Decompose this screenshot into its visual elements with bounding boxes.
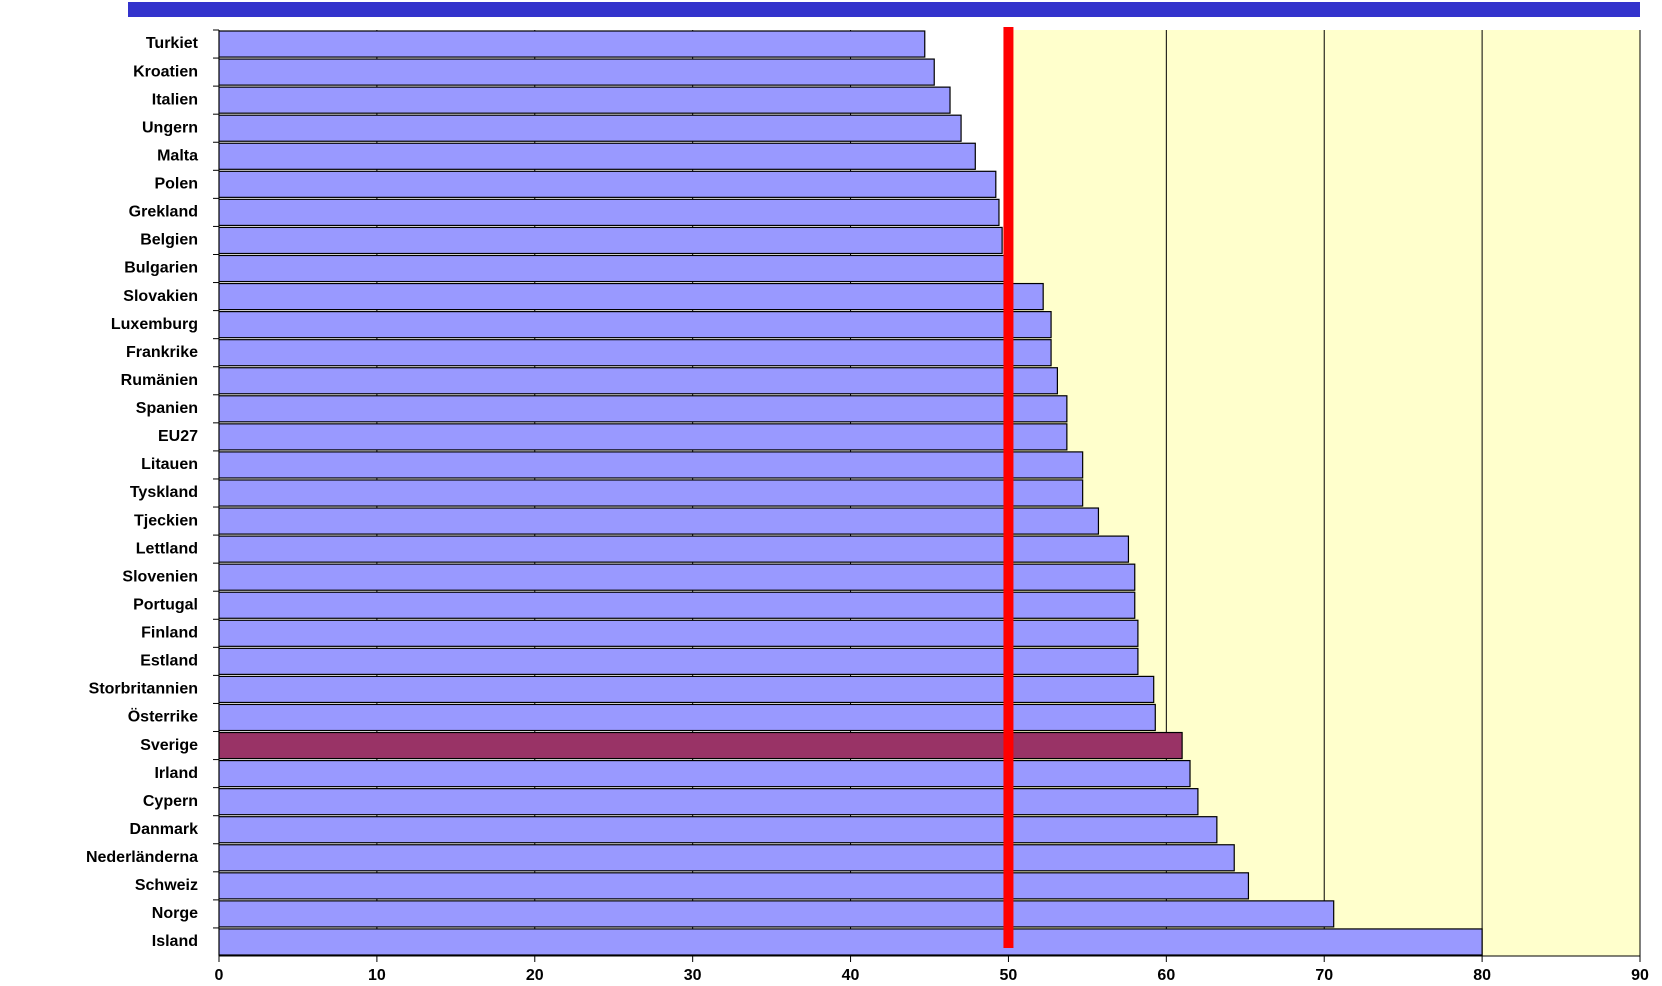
y-tick-label: Bulgarien bbox=[124, 260, 198, 277]
y-tick-label: Turkiet bbox=[146, 35, 199, 52]
y-tick-label: Grekland bbox=[129, 204, 198, 221]
y-tick-label: Litauen bbox=[141, 456, 198, 473]
y-tick-label: Finland bbox=[141, 625, 198, 642]
bar bbox=[218, 816, 1218, 844]
x-tick-label: 80 bbox=[1473, 967, 1491, 984]
bar bbox=[218, 198, 1000, 227]
bar bbox=[218, 58, 935, 86]
x-tick-label: 10 bbox=[368, 967, 386, 984]
x-tick-label: 70 bbox=[1315, 967, 1333, 984]
y-tick-label: Schweiz bbox=[135, 877, 198, 894]
bar bbox=[218, 423, 1068, 451]
bar bbox=[218, 311, 1052, 339]
bar bbox=[218, 844, 1235, 872]
y-tick-label: Slovenien bbox=[122, 568, 198, 585]
y-tick-label: Polen bbox=[154, 176, 198, 193]
bar bbox=[218, 114, 962, 142]
bar bbox=[218, 507, 1100, 535]
y-tick-label: Irland bbox=[154, 765, 198, 782]
header-bar bbox=[128, 2, 1640, 17]
bar bbox=[218, 451, 1084, 479]
bar bbox=[218, 535, 1130, 563]
y-tick-label: Storbritannien bbox=[89, 681, 198, 698]
bar bbox=[218, 591, 1136, 619]
bar bbox=[218, 395, 1068, 423]
x-tick-label: 60 bbox=[1157, 967, 1175, 984]
bar bbox=[218, 339, 1052, 367]
y-tick-label: Nederländerna bbox=[86, 849, 198, 866]
y-tick-label: Frankrike bbox=[126, 344, 198, 361]
y-tick-label: Estland bbox=[140, 653, 198, 670]
y-tick-label: Spanien bbox=[136, 400, 198, 417]
x-tick-label: 50 bbox=[1000, 967, 1018, 984]
bar bbox=[218, 86, 951, 114]
y-tick-label: Belgien bbox=[140, 232, 198, 249]
y-tick-label: Rumänien bbox=[121, 372, 198, 389]
y-tick-label: Italien bbox=[152, 91, 198, 108]
y-tick-label: Cypern bbox=[143, 793, 198, 810]
bar bbox=[218, 619, 1139, 647]
x-tick-label: 20 bbox=[526, 967, 544, 984]
y-tick-label: EU27 bbox=[158, 428, 198, 445]
y-tick-label: Danmark bbox=[130, 821, 199, 838]
bar bbox=[218, 928, 1483, 956]
y-tick-label: Malta bbox=[157, 147, 198, 164]
bar bbox=[218, 788, 1199, 816]
y-tick-label: Luxemburg bbox=[111, 316, 198, 333]
y-tick-label: Lettland bbox=[136, 540, 198, 557]
bar bbox=[218, 647, 1139, 675]
bar bbox=[218, 872, 1250, 900]
y-tick-label: Slovakien bbox=[123, 288, 198, 305]
x-tick-label: 0 bbox=[215, 967, 224, 984]
x-tick-label: 90 bbox=[1631, 967, 1649, 984]
bar bbox=[218, 479, 1084, 507]
x-tick-label: 40 bbox=[842, 967, 860, 984]
y-tick-label: Island bbox=[152, 933, 198, 950]
bar bbox=[218, 703, 1156, 732]
bar bbox=[218, 675, 1155, 704]
y-tick-label: Tjeckien bbox=[134, 512, 198, 529]
bar bbox=[218, 563, 1136, 591]
bar bbox=[218, 226, 1003, 255]
x-tick-label: 30 bbox=[684, 967, 702, 984]
y-tick-label: Portugal bbox=[133, 596, 198, 613]
bar bbox=[218, 900, 1335, 928]
y-tick-label: Norge bbox=[152, 905, 198, 922]
y-tick-label: Tyskland bbox=[130, 484, 198, 501]
bar bbox=[218, 254, 1010, 283]
y-tick-label: Österrike bbox=[128, 707, 198, 726]
bar bbox=[218, 731, 1183, 760]
bar bbox=[218, 170, 997, 198]
y-tick-label: Ungern bbox=[142, 119, 198, 136]
bar bbox=[218, 282, 1044, 311]
bar bbox=[218, 367, 1058, 395]
bar bbox=[218, 142, 976, 170]
y-tick-label: Kroatien bbox=[133, 63, 198, 80]
y-tick-label: Sverige bbox=[140, 737, 198, 754]
bar bbox=[218, 30, 926, 58]
bar bbox=[218, 759, 1191, 788]
